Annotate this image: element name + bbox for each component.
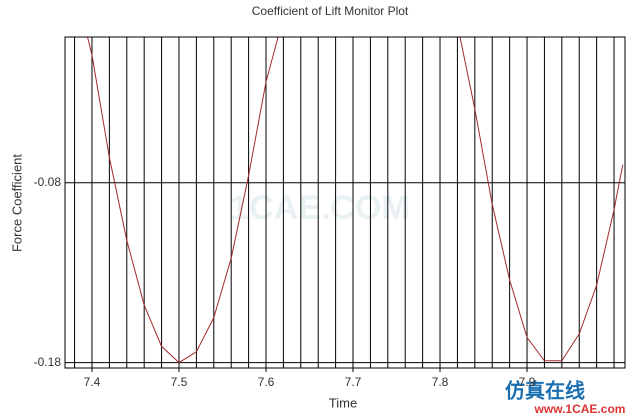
watermark: 1CAE.COM <box>230 189 409 227</box>
x-tick-label: 7.8 <box>432 375 449 389</box>
y-tick-label: -0.08 <box>34 175 62 189</box>
plot-frame <box>64 36 626 369</box>
y-axis-label: Force Coefficient <box>9 154 24 252</box>
x-tick-label: 7.7 <box>345 375 362 389</box>
data-line <box>86 37 624 364</box>
x-tick-label: 7.5 <box>171 375 188 389</box>
x-tick-label: 7.6 <box>258 375 275 389</box>
corner-logo: 仿真在线 <box>505 378 585 402</box>
corner-url: www.1CAE.com <box>534 402 626 416</box>
y-tick-label: -0.18 <box>34 355 62 369</box>
plot-area <box>65 37 625 368</box>
chart-title: Coefficient of Lift Monitor Plot <box>252 4 409 18</box>
x-tick-label: 7.4 <box>84 375 101 389</box>
x-tick-label: 7.9 <box>519 375 536 389</box>
x-axis-label: Time <box>329 395 357 410</box>
